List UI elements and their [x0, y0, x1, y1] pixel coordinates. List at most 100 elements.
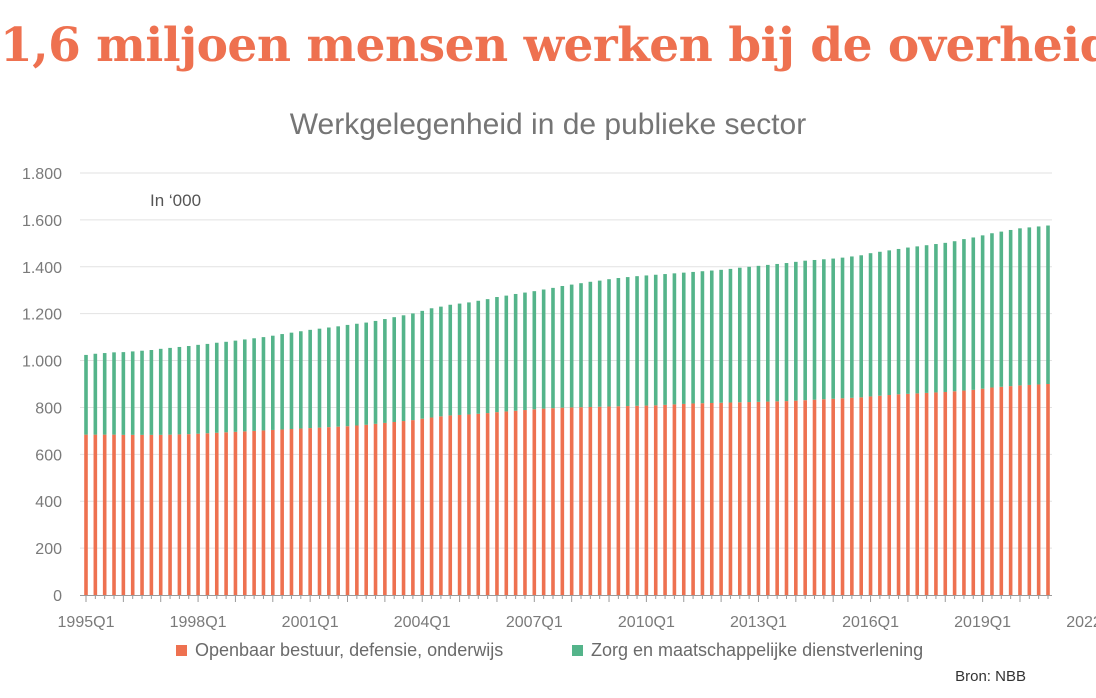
bar-public-admin — [504, 411, 509, 595]
bar-public-admin — [943, 391, 948, 595]
bar-care — [392, 317, 397, 422]
bar-care — [177, 346, 182, 435]
bar-care — [532, 291, 537, 410]
bar-care — [952, 241, 957, 392]
bar-care — [803, 260, 807, 401]
bar-public-admin — [840, 398, 845, 595]
bar-public-admin — [924, 392, 929, 595]
bar-public-admin — [327, 427, 331, 595]
bar-public-admin — [411, 420, 415, 595]
bar-public-admin — [149, 434, 154, 595]
bar-public-admin — [850, 397, 854, 595]
bar-care — [663, 274, 667, 405]
legend-label-public-admin: Openbaar bestuur, defensie, onderwijs — [195, 640, 504, 660]
bar-public-admin — [831, 398, 835, 595]
y-tick-label: 800 — [35, 400, 62, 417]
bar-public-admin — [934, 392, 938, 595]
bar-public-admin — [616, 406, 621, 595]
bar-public-admin — [102, 434, 107, 595]
bar-public-admin — [168, 434, 172, 595]
bar-care — [943, 242, 948, 392]
bar-care — [271, 335, 275, 430]
bar-care — [280, 334, 284, 430]
bar-care — [261, 337, 266, 431]
source-note: Bron: NBB — [955, 668, 1026, 685]
x-tick-label: 2022Q1 — [1066, 614, 1096, 631]
bar-public-admin — [205, 433, 210, 595]
bar-care — [887, 250, 892, 396]
bar-public-admin — [261, 430, 266, 595]
bar-care — [709, 270, 714, 403]
bar-public-admin — [878, 395, 882, 595]
bar-public-admin — [999, 386, 1004, 595]
bar-public-admin — [1046, 384, 1050, 595]
bar-public-admin — [737, 402, 742, 595]
bar-public-admin — [691, 403, 695, 595]
bar-care — [355, 323, 359, 426]
x-tick-label: 2001Q1 — [282, 614, 339, 631]
bar-public-admin — [158, 434, 163, 595]
bar-public-admin — [373, 423, 378, 595]
bar-public-admin — [794, 400, 798, 595]
bar-care — [906, 247, 910, 394]
bar-care — [149, 350, 154, 435]
bar-public-admin — [84, 434, 88, 595]
bar-care — [513, 293, 518, 411]
bar-public-admin — [252, 430, 256, 595]
bar-care — [551, 287, 555, 409]
bar-care — [616, 278, 621, 407]
bar-care — [850, 256, 854, 398]
bar-public-admin — [1027, 384, 1032, 595]
bar-care — [681, 272, 686, 404]
bar-care — [784, 263, 789, 402]
y-tick-label: 1.000 — [22, 354, 62, 371]
y-tick-label: 0 — [53, 588, 62, 605]
bar-public-admin — [700, 403, 705, 595]
bar-public-admin — [812, 399, 817, 595]
bar-care — [560, 286, 565, 408]
bar-public-admin — [607, 406, 611, 595]
bar-public-admin — [625, 406, 630, 595]
bar-care — [439, 306, 443, 417]
bar-care — [737, 267, 742, 403]
bar-public-admin — [896, 394, 901, 595]
y-tick-label: 400 — [35, 494, 62, 511]
bar-care — [635, 276, 639, 406]
bar-care — [588, 281, 593, 407]
bar-public-admin — [1036, 384, 1041, 595]
bar-public-admin — [532, 409, 537, 595]
bar-public-admin — [728, 402, 733, 595]
bar-care — [308, 329, 312, 429]
bar-public-admin — [859, 397, 863, 595]
bar-public-admin — [364, 424, 368, 595]
bar-care — [625, 277, 630, 407]
bar-care — [485, 299, 490, 414]
bar-public-admin — [719, 402, 723, 595]
bar-care — [504, 295, 509, 412]
bar-public-admin — [214, 432, 219, 595]
bar-public-admin — [392, 421, 397, 595]
bar-public-admin — [345, 426, 350, 595]
bar-care — [794, 261, 798, 401]
bar-care — [168, 347, 172, 435]
headline: 1,6 miljoen mensen werken bij de overhei… — [0, 18, 1096, 73]
legend-item-care: Zorg en maatschappelijke dienstverlening — [572, 640, 923, 661]
bar-public-admin — [560, 407, 565, 595]
bar-care — [980, 235, 985, 389]
bar-public-admin — [681, 403, 686, 595]
chart-title: Werkgelegenheid in de publieke sector — [289, 108, 807, 141]
bar-public-admin — [420, 418, 425, 595]
bar-care — [924, 245, 929, 393]
legend-swatch-public-admin — [176, 645, 187, 656]
bar-care — [775, 263, 779, 402]
bar-care — [971, 237, 976, 390]
bar-public-admin — [887, 395, 892, 595]
bar-public-admin — [672, 404, 677, 595]
bar-public-admin — [551, 408, 555, 595]
bar-care — [934, 244, 938, 393]
bar-public-admin — [448, 415, 453, 595]
bar-care — [569, 284, 574, 408]
bar-care — [831, 258, 835, 399]
bar-care — [84, 354, 88, 435]
bar-care — [672, 273, 677, 405]
